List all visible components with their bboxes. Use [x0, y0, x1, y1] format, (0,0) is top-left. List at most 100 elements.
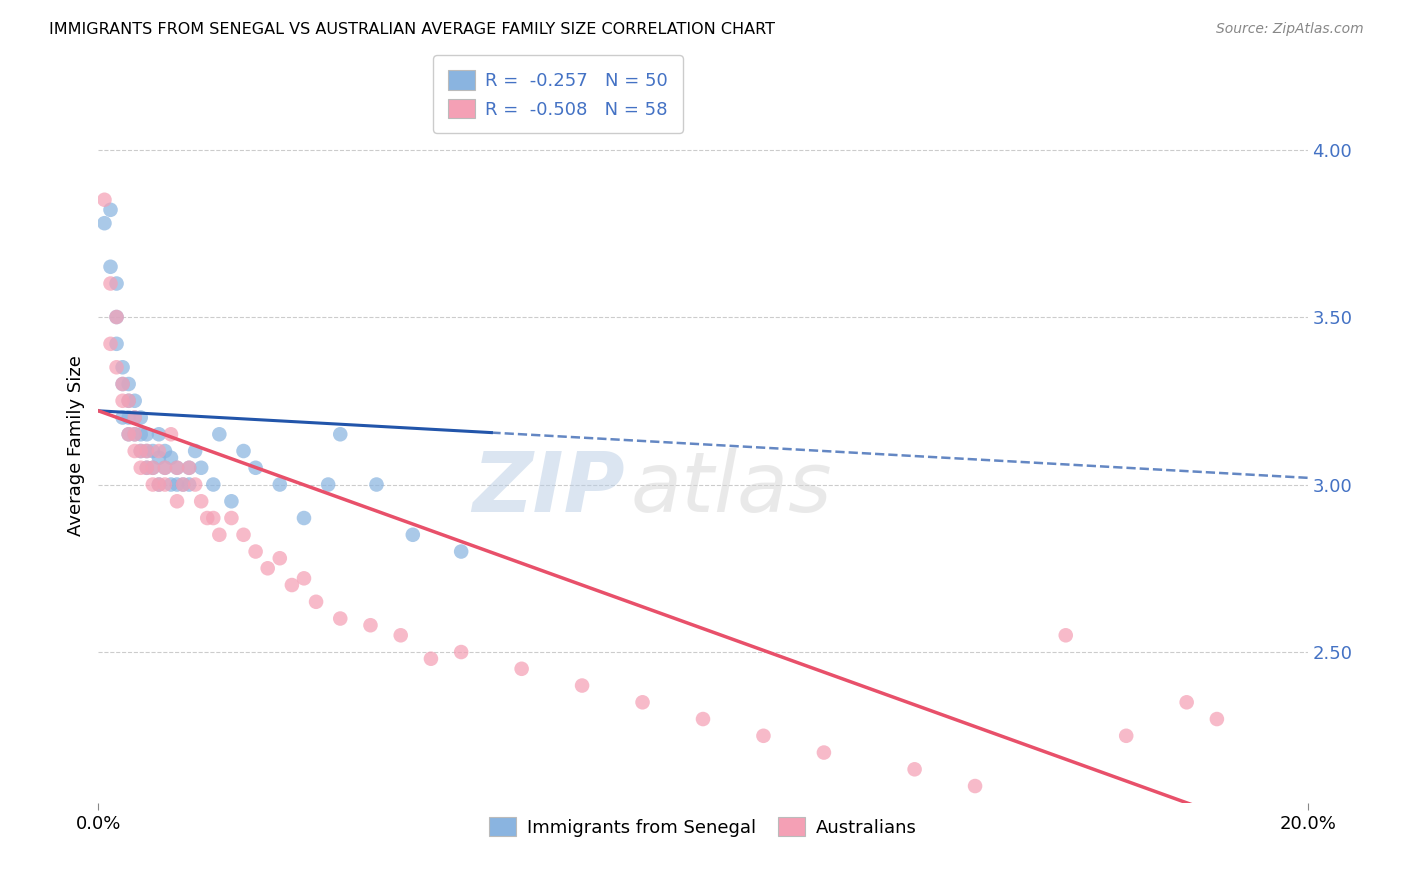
Point — [124, 410, 146, 425]
Point — [93, 216, 115, 230]
Point — [124, 427, 146, 442]
Point — [166, 477, 188, 491]
Point — [124, 393, 146, 408]
Point — [129, 460, 152, 475]
Point — [135, 460, 157, 475]
Point — [1249, 839, 1271, 854]
Point — [118, 377, 141, 392]
Point — [105, 336, 128, 351]
Point — [160, 427, 183, 442]
Point — [402, 528, 425, 542]
Point — [105, 360, 128, 375]
Point — [179, 477, 201, 491]
Point — [366, 477, 388, 491]
Point — [100, 202, 122, 217]
Point — [135, 460, 157, 475]
Point — [142, 477, 165, 491]
Point — [329, 427, 352, 442]
Point — [153, 477, 176, 491]
Point — [631, 695, 654, 709]
Y-axis label: Average Family Size: Average Family Size — [66, 356, 84, 536]
Point — [166, 460, 188, 475]
Point — [142, 444, 165, 458]
Point — [142, 460, 165, 475]
Point — [148, 450, 170, 465]
Point — [111, 393, 134, 408]
Point — [118, 427, 141, 442]
Point — [184, 477, 207, 491]
Text: Source: ZipAtlas.com: Source: ZipAtlas.com — [1216, 22, 1364, 37]
Point — [692, 712, 714, 726]
Point — [202, 511, 225, 525]
Point — [190, 460, 212, 475]
Point — [142, 460, 165, 475]
Point — [1115, 729, 1137, 743]
Point — [129, 444, 152, 458]
Point — [93, 193, 115, 207]
Point — [1054, 628, 1077, 642]
Text: atlas: atlas — [630, 449, 832, 529]
Point — [245, 544, 267, 558]
Point — [129, 427, 152, 442]
Point — [221, 511, 243, 525]
Point — [111, 377, 134, 392]
Point — [105, 277, 128, 291]
Point — [111, 377, 134, 392]
Point — [1206, 712, 1229, 726]
Point — [195, 511, 218, 525]
Point — [450, 645, 472, 659]
Point — [100, 260, 122, 274]
Point — [118, 393, 141, 408]
Point — [118, 393, 141, 408]
Point — [232, 444, 254, 458]
Point — [269, 477, 291, 491]
Point — [208, 528, 231, 542]
Point — [221, 494, 243, 508]
Text: IMMIGRANTS FROM SENEGAL VS AUSTRALIAN AVERAGE FAMILY SIZE CORRELATION CHART: IMMIGRANTS FROM SENEGAL VS AUSTRALIAN AV… — [49, 22, 775, 37]
Point — [420, 651, 443, 665]
Point — [160, 477, 183, 491]
Point — [1175, 695, 1198, 709]
Point — [153, 444, 176, 458]
Text: ZIP: ZIP — [472, 449, 624, 529]
Point — [813, 746, 835, 760]
Point — [292, 571, 315, 585]
Point — [160, 450, 183, 465]
Point — [148, 477, 170, 491]
Point — [100, 277, 122, 291]
Point — [305, 595, 328, 609]
Point — [100, 336, 122, 351]
Point — [118, 410, 141, 425]
Point — [105, 310, 128, 324]
Point — [360, 618, 382, 632]
Point — [232, 528, 254, 542]
Point — [184, 444, 207, 458]
Point — [202, 477, 225, 491]
Point — [166, 494, 188, 508]
Point — [148, 444, 170, 458]
Point — [124, 427, 146, 442]
Point — [135, 427, 157, 442]
Point — [179, 460, 201, 475]
Point — [153, 460, 176, 475]
Point — [269, 551, 291, 566]
Point — [571, 679, 593, 693]
Point — [450, 544, 472, 558]
Point — [281, 578, 304, 592]
Point — [510, 662, 533, 676]
Point — [105, 310, 128, 324]
Point — [389, 628, 412, 642]
Point — [172, 477, 194, 491]
Point — [148, 477, 170, 491]
Point — [124, 410, 146, 425]
Legend: Immigrants from Senegal, Australians: Immigrants from Senegal, Australians — [482, 809, 924, 844]
Point — [329, 611, 352, 625]
Point — [135, 444, 157, 458]
Point — [124, 444, 146, 458]
Point — [245, 460, 267, 475]
Point — [208, 427, 231, 442]
Point — [153, 460, 176, 475]
Point — [172, 477, 194, 491]
Point — [752, 729, 775, 743]
Point — [179, 460, 201, 475]
